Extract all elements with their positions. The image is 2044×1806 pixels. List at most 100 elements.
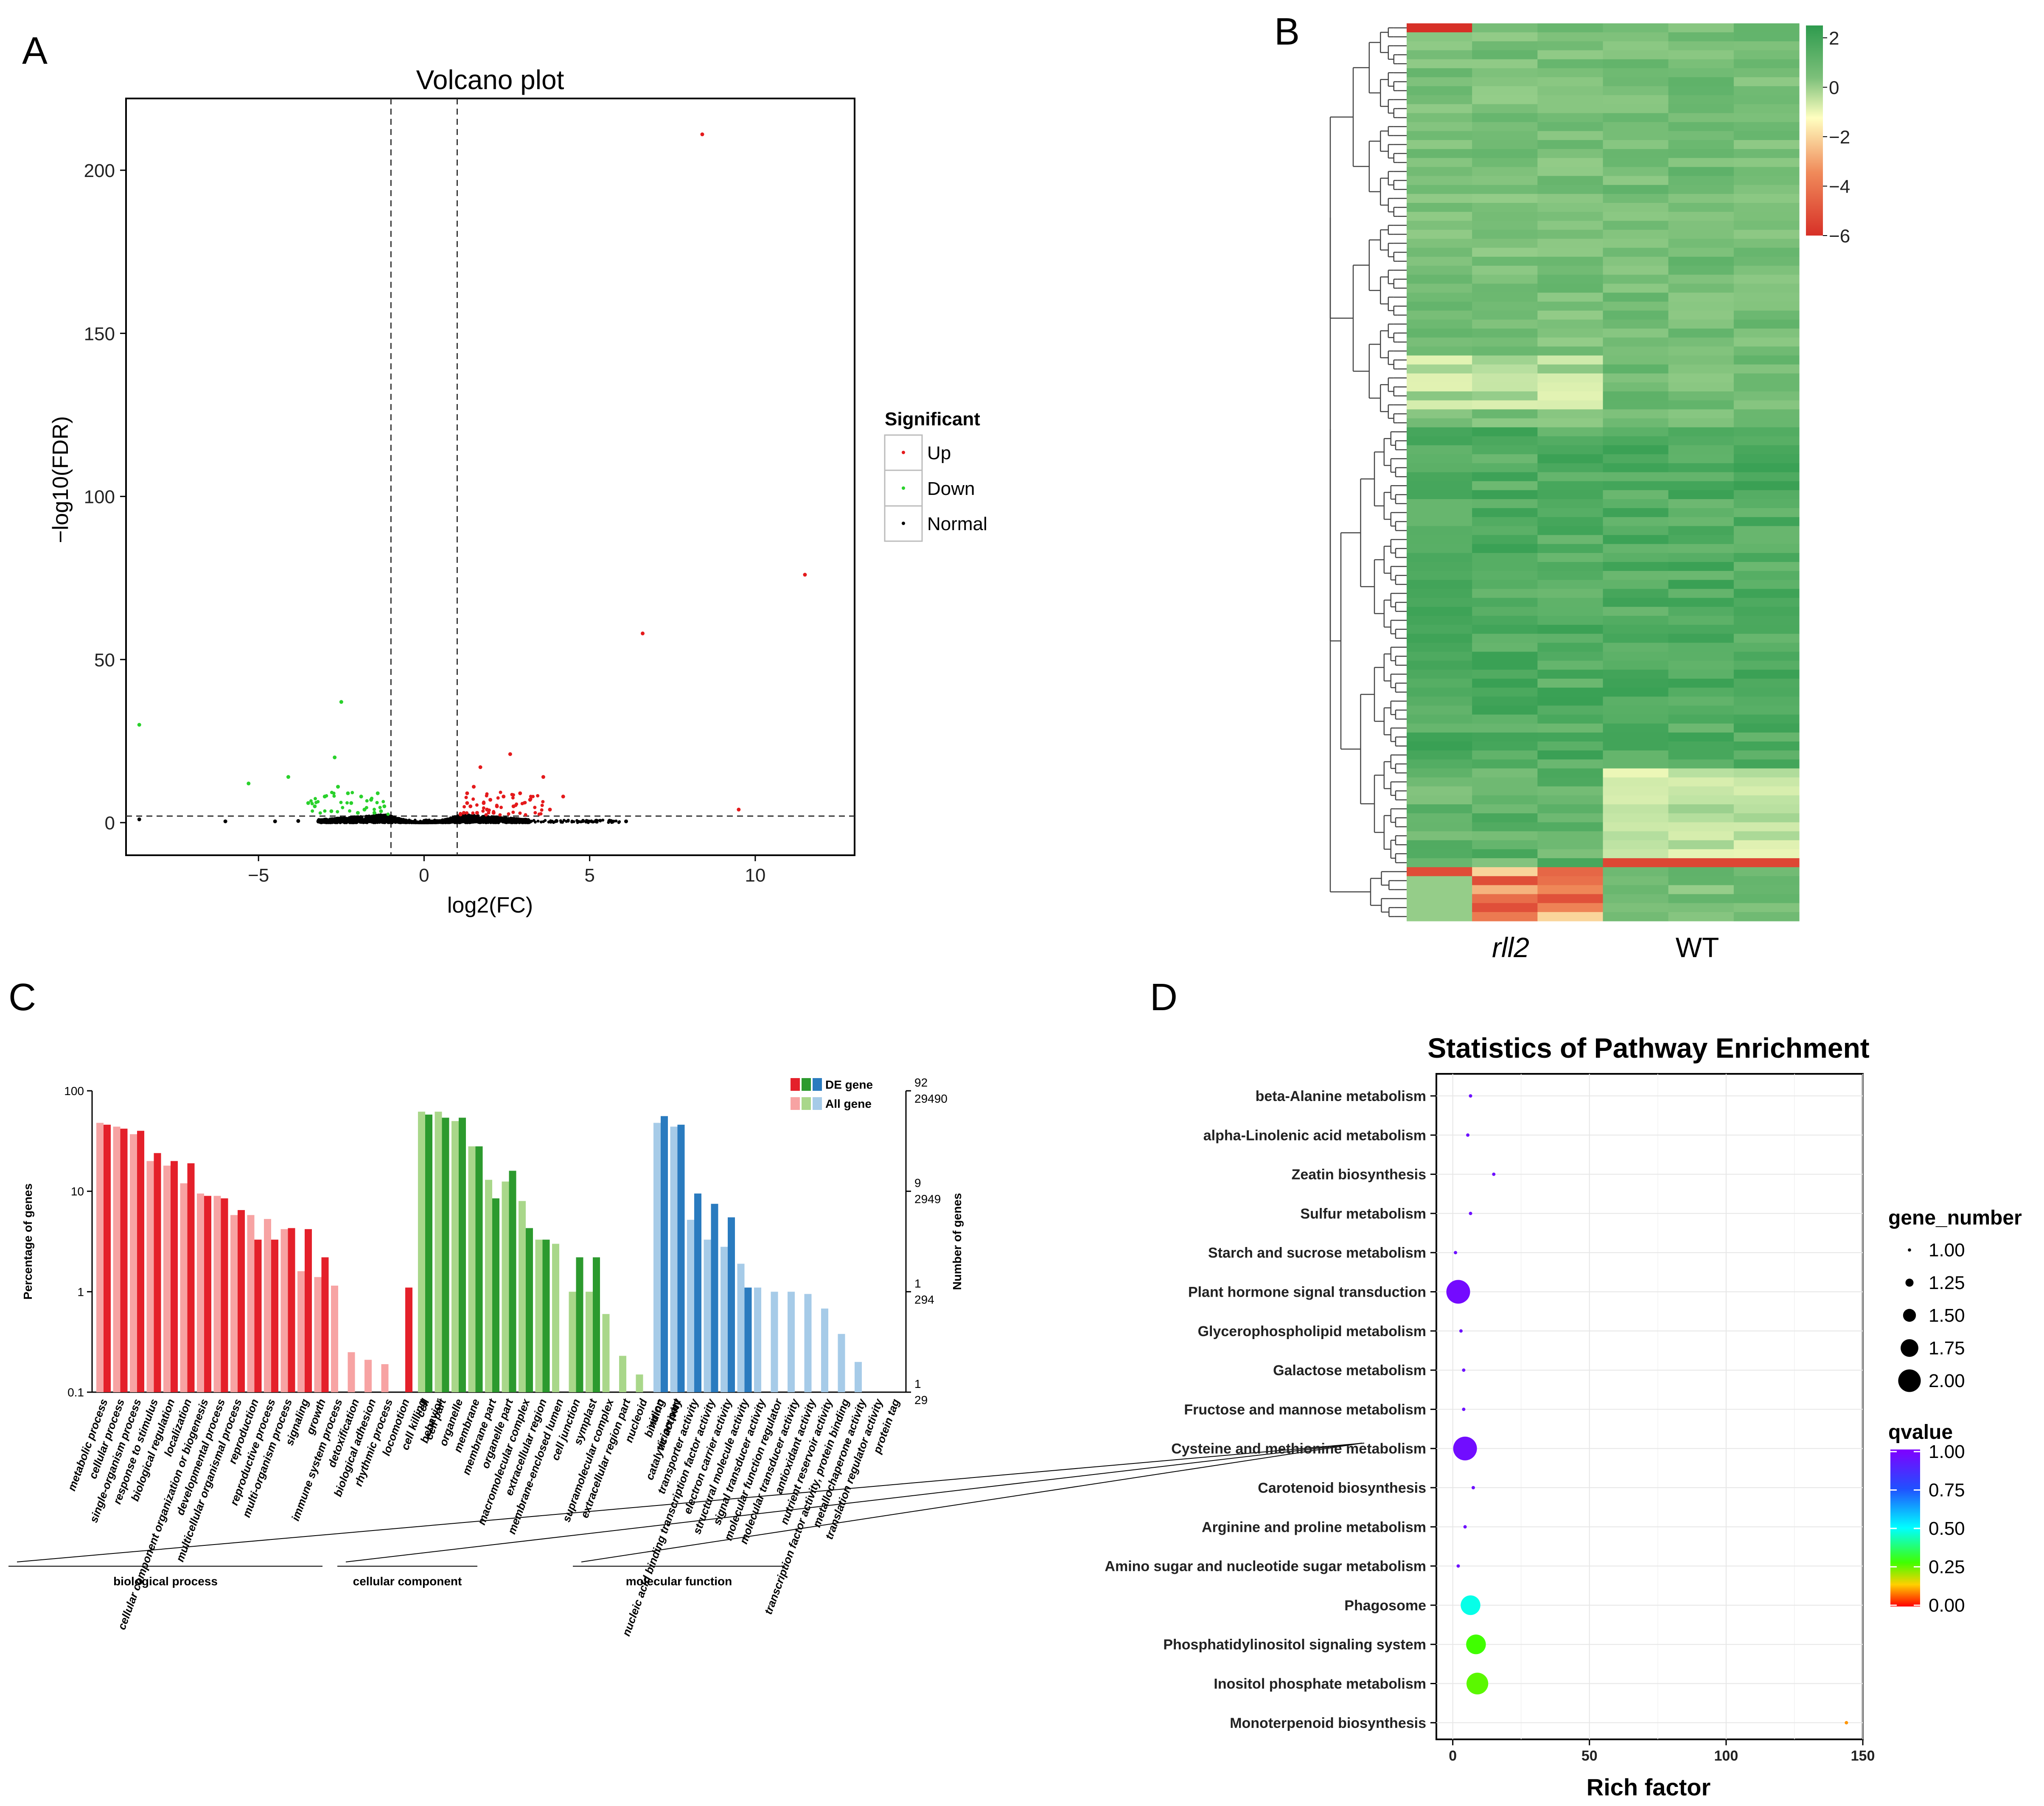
normal-point xyxy=(598,819,601,822)
colorbar-tick-label: −2 xyxy=(1829,127,1850,148)
heatmap-cell xyxy=(1472,660,1538,670)
heatmap-cell xyxy=(1603,104,1669,114)
heatmap-panel: B 2 0 −2 −4 −6 rll2 WT xyxy=(1274,11,1850,963)
normal-point xyxy=(614,819,618,823)
up-point xyxy=(465,791,469,795)
normal-point xyxy=(364,818,368,822)
heatmap-cell xyxy=(1537,418,1604,428)
heatmap-cell xyxy=(1472,310,1538,320)
down-point xyxy=(332,794,336,798)
heatmap-cell xyxy=(1472,607,1538,616)
normal-point xyxy=(479,821,483,824)
heatmap-cell xyxy=(1472,113,1538,123)
heatmap-cell xyxy=(1407,59,1472,69)
go-bar-all xyxy=(113,1126,121,1392)
pathway-label: Amino sugar and nucleotide sugar metabol… xyxy=(1105,1559,1426,1575)
heatmap-cells xyxy=(1407,23,1800,921)
heatmap-cell xyxy=(1407,741,1472,751)
heatmap-cell xyxy=(1733,445,1800,455)
up-point xyxy=(481,809,485,813)
heatmap-cell xyxy=(1733,194,1800,203)
heatmap-cell xyxy=(1537,894,1604,904)
volcano-plot-area xyxy=(125,98,855,856)
heatmap-cell xyxy=(1668,41,1734,51)
heatmap-cell xyxy=(1407,867,1472,876)
normal-point xyxy=(334,817,338,821)
x-tick-label: −5 xyxy=(248,865,269,886)
heatmap-cell xyxy=(1537,427,1604,437)
heatmap-cell xyxy=(1472,615,1538,625)
up-point xyxy=(529,797,533,801)
heatmap-cell xyxy=(1537,867,1604,876)
heatmap-cell xyxy=(1668,804,1734,814)
heatmap-cell xyxy=(1407,849,1472,859)
down-point xyxy=(372,811,376,815)
normal-point xyxy=(319,819,322,823)
heatmap-cell xyxy=(1603,858,1669,868)
heatmap-cell xyxy=(1668,113,1734,123)
heatmap-cell xyxy=(1472,723,1538,733)
up-point xyxy=(464,795,468,799)
heatmap-cell xyxy=(1472,678,1538,688)
go-bar-de xyxy=(271,1239,278,1392)
heatmap-cell xyxy=(1603,804,1669,814)
gene-number-legend-label: 1.00 xyxy=(1929,1240,1965,1261)
heatmap-cell xyxy=(1407,580,1472,590)
up-point xyxy=(495,803,499,807)
go-bar-all xyxy=(314,1277,322,1392)
heatmap-cell xyxy=(1407,68,1472,78)
go-bar-all xyxy=(771,1292,778,1392)
heatmap-cell xyxy=(1537,615,1604,625)
heatmap-cell xyxy=(1407,660,1472,670)
heatmap-cell xyxy=(1733,643,1800,652)
go-right-tick-de: 92 xyxy=(914,1076,928,1089)
heatmap-cell xyxy=(1472,203,1538,212)
go-panel: C 0.1 1 10 100 92 29490 9 2949 1 294 1 29 metaboli… xyxy=(8,976,1365,1638)
heatmap-cell xyxy=(1668,77,1734,87)
go-bar-all xyxy=(297,1271,305,1392)
heatmap-cell xyxy=(1407,589,1472,598)
go-y2-label: Number of genes xyxy=(951,1193,964,1290)
heatmap-cell xyxy=(1668,831,1734,841)
heatmap-cell xyxy=(1603,562,1669,571)
heatmap-cell xyxy=(1472,32,1538,42)
heatmap-cell xyxy=(1472,625,1538,634)
heatmap-cell xyxy=(1472,122,1538,132)
heatmap-cell xyxy=(1407,275,1472,284)
heatmap-cell xyxy=(1407,804,1472,814)
heatmap-cell xyxy=(1537,445,1604,455)
pathway-point xyxy=(1453,1436,1477,1461)
heatmap-cell xyxy=(1733,598,1800,607)
normal-point xyxy=(296,819,300,823)
go-y-label: Percentage of genes xyxy=(21,1183,34,1300)
go-bar-de xyxy=(204,1196,211,1392)
heatmap-cell xyxy=(1407,876,1472,885)
down-point xyxy=(325,794,328,798)
go-bar-all xyxy=(213,1196,221,1392)
heatmap-cell xyxy=(1537,346,1604,356)
go-bar-all xyxy=(418,1112,425,1392)
down-point xyxy=(372,808,376,812)
heatmap-cell xyxy=(1537,912,1604,921)
heatmap-cell xyxy=(1668,750,1734,760)
heatmap-cell xyxy=(1407,149,1472,158)
heatmap-cell xyxy=(1537,741,1604,751)
up-point xyxy=(803,573,807,577)
heatmap-cell xyxy=(1537,77,1604,87)
heatmap-cell xyxy=(1537,41,1604,51)
heatmap-cell xyxy=(1407,266,1472,275)
legend-up-label: Up xyxy=(927,443,951,463)
heatmap-cell xyxy=(1733,247,1800,257)
pathway-label: Starch and sucrose metabolism xyxy=(1208,1245,1426,1261)
go-bar-de xyxy=(728,1217,735,1392)
heatmap-cell xyxy=(1603,140,1669,149)
heatmap-cell xyxy=(1537,247,1604,257)
go-bar-all xyxy=(721,1247,728,1392)
heatmap-cell xyxy=(1472,759,1538,769)
heatmap-cell xyxy=(1733,885,1800,895)
heatmap-cell xyxy=(1472,741,1538,751)
down-point xyxy=(286,775,290,779)
go-bar-all xyxy=(821,1308,828,1392)
normal-point xyxy=(429,821,432,824)
